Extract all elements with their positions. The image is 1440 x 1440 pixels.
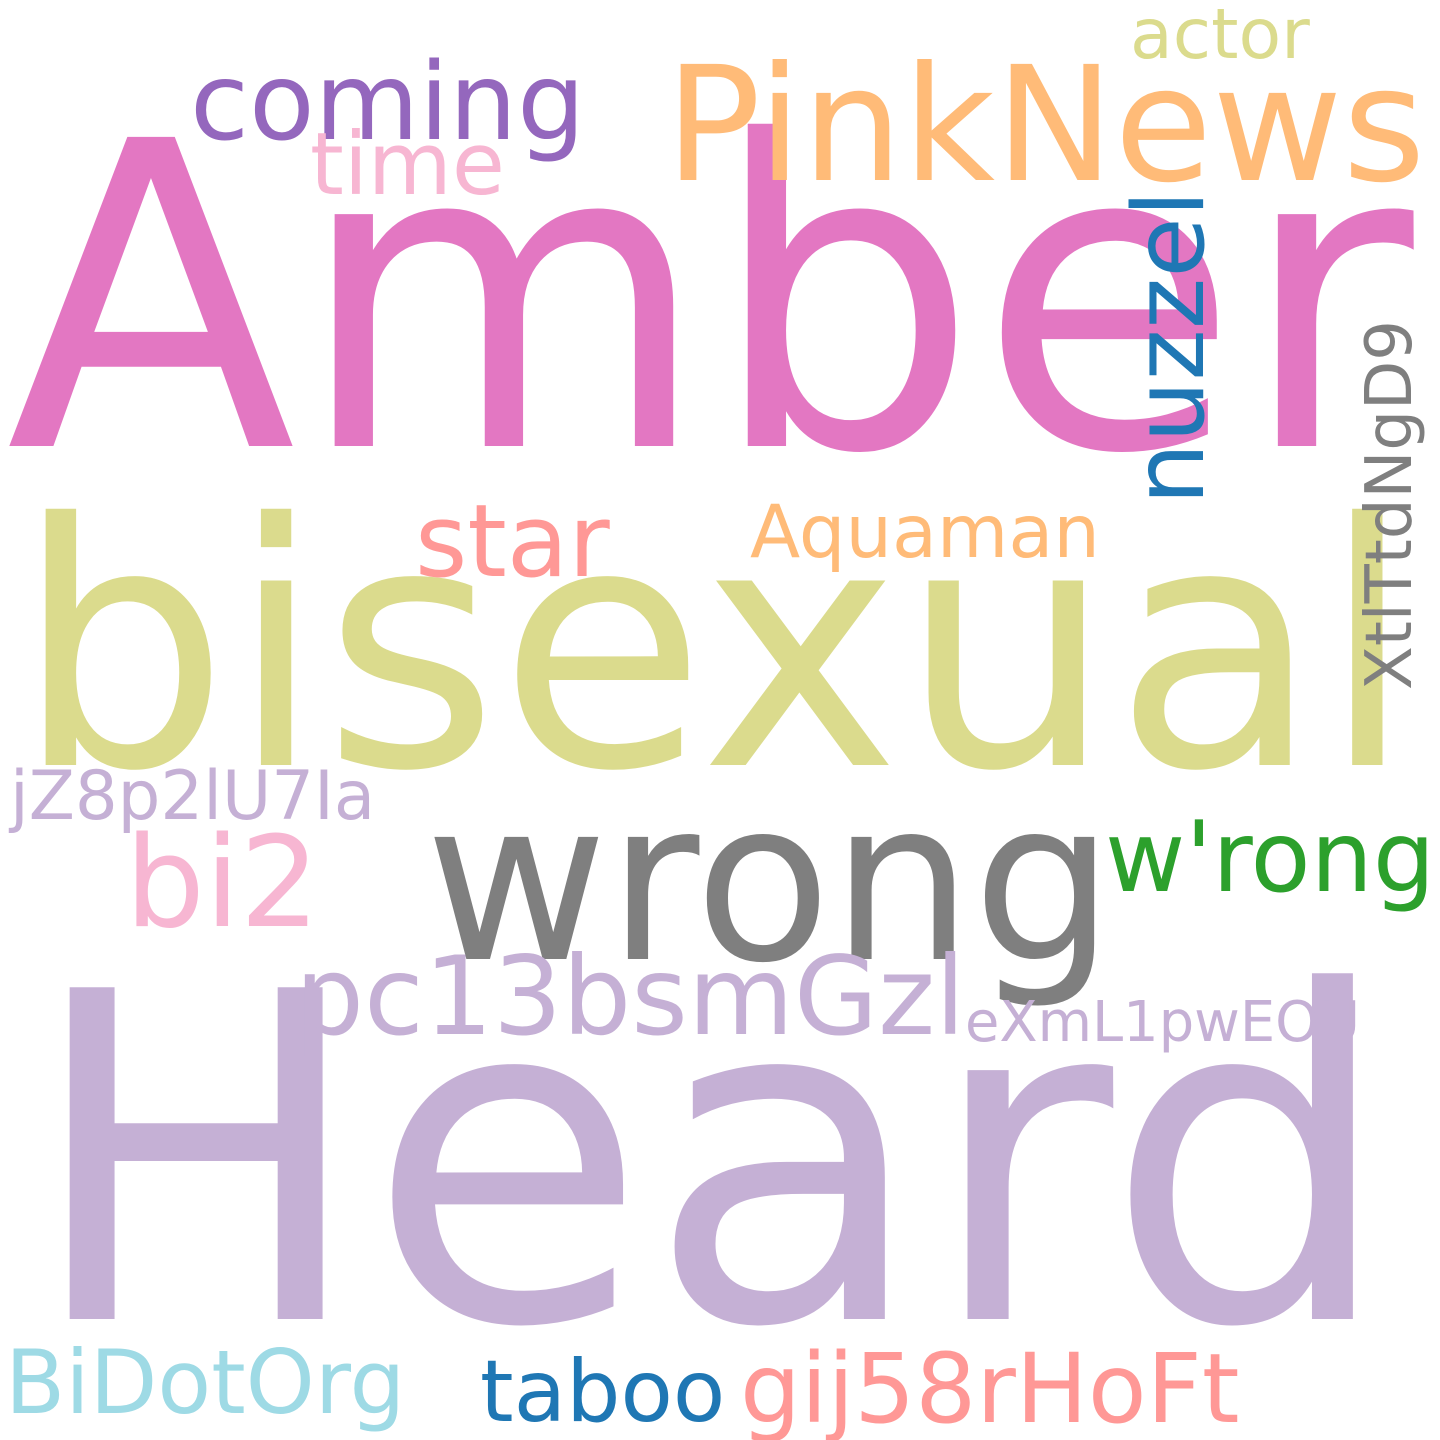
word-wrong-apostrophe: w'rong — [1105, 800, 1436, 915]
word-star: star — [415, 483, 610, 600]
word-heard: Heard — [25, 898, 1395, 1427]
word-xtlttdngd9: XtlTtdNgD9 — [1353, 319, 1427, 690]
word-actor: actor — [1130, 0, 1310, 75]
word-taboo: taboo — [480, 1341, 726, 1440]
word-jz8p2lu7ia: jZ8p2lU7Ia — [10, 756, 376, 835]
word-pc13bsmgzl: pc13bsmGzl — [295, 933, 966, 1060]
word-time: time — [310, 115, 505, 215]
word-coming: coming — [190, 40, 586, 165]
word-nuzzel: nuzzel — [1113, 189, 1227, 505]
word-wrong: wrong — [425, 752, 1115, 1012]
word-amber: Amber — [6, 53, 1414, 547]
word-aquaman: Aquaman — [750, 490, 1100, 575]
word-bidotorg: BiDotOrg — [5, 1330, 406, 1434]
word-gij58rhoft: gij58rHoFt — [740, 1333, 1240, 1440]
word-pinknews: PinkNews — [665, 31, 1426, 218]
word-bi2: bi2 — [125, 808, 320, 956]
word-exml1pweou: eXmL1pwEOU — [965, 989, 1360, 1055]
word-bisexual: bisexual — [15, 451, 1415, 845]
